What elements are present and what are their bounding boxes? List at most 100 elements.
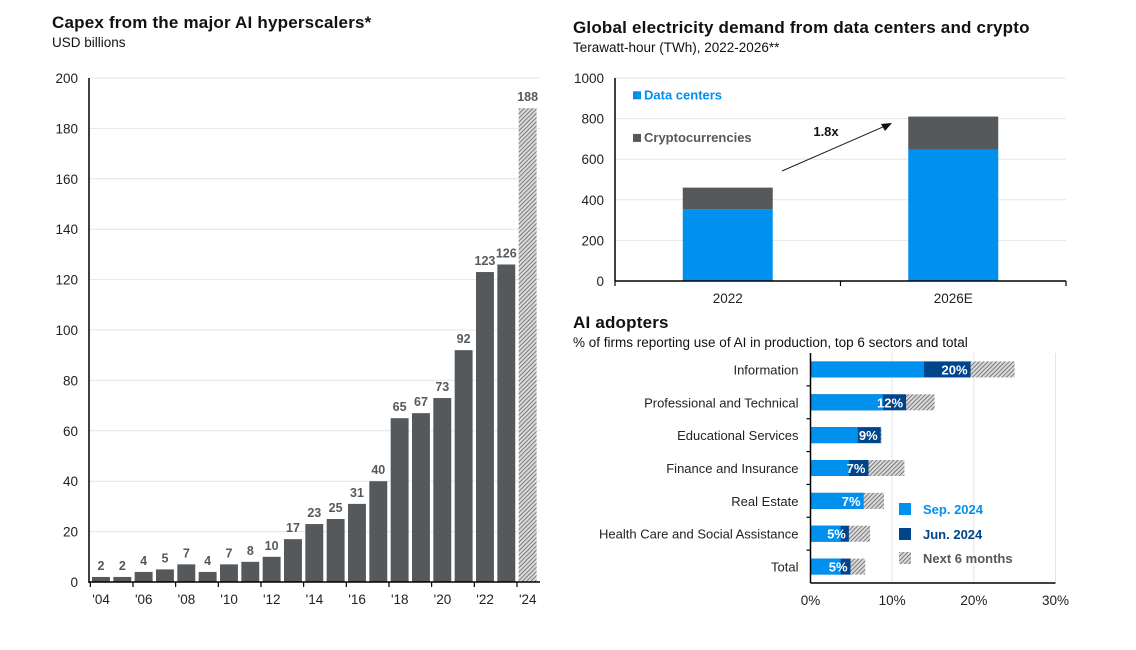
y-tick-label: 0: [70, 575, 78, 590]
electricity-chart-subtitle: Terawatt-hour (TWh), 2022-2026**: [573, 40, 780, 55]
data-label: 2: [97, 559, 104, 573]
data-label: 92: [457, 332, 471, 346]
bar: [198, 571, 217, 582]
legend-swatch-jun-2024: [899, 528, 911, 540]
bar-sep-2024: [810, 525, 841, 542]
category-label: Information: [733, 362, 798, 377]
electricity-chart: 0 200 400 600 800 1000 2022 2026E Data centers Cr…: [574, 71, 1067, 306]
y-tick-label: 140: [55, 222, 78, 237]
data-label: 67: [414, 395, 428, 409]
x-tick-label: '20: [434, 592, 452, 607]
x-tick-label: '12: [263, 592, 281, 607]
growth-arrow-line: [781, 126, 885, 172]
legend-swatch-sep-2024: [899, 503, 911, 515]
legend-label: Data centers: [644, 87, 722, 102]
y-tick-label: 800: [581, 112, 604, 127]
growth-arrow-head-icon: [881, 123, 892, 131]
legend-swatch-data-centers: [633, 91, 641, 100]
legend-swatch-next-6-months: [899, 552, 911, 564]
bar-cryptocurrencies: [682, 187, 773, 210]
bar-estimate: [518, 108, 537, 583]
bar: [390, 418, 409, 582]
bar: [348, 503, 366, 582]
data-label: 5: [161, 551, 168, 565]
bar: [412, 413, 430, 582]
y-tick-label: 200: [55, 71, 78, 86]
data-label: 31: [350, 486, 364, 500]
bar: [262, 556, 281, 582]
data-label: 10: [265, 539, 279, 553]
x-tick-label: 10%: [879, 593, 906, 608]
ai-adopters-chart: 0% 10% 20% 30% 20% Information 12% Professional…: [599, 353, 1069, 608]
data-label: 4: [140, 554, 147, 568]
data-label: 17: [286, 521, 300, 535]
category-label: Professional and Technical: [644, 395, 799, 410]
data-label: 12%: [877, 395, 903, 410]
bar: [284, 539, 302, 582]
bar: [305, 524, 324, 582]
bar: [156, 569, 174, 582]
data-label: 65: [393, 400, 407, 414]
data-label: 7: [183, 546, 190, 560]
y-tick-label: 180: [55, 121, 78, 136]
capex-chart-subtitle: USD billions: [52, 35, 126, 50]
legend-label: Sep. 2024: [923, 502, 984, 517]
data-label: 7: [225, 546, 232, 560]
legend-label: Cryptocurrencies: [644, 130, 752, 145]
data-label: 126: [496, 246, 517, 260]
electricity-chart-title: Global electricity demand from data cent…: [573, 18, 1030, 37]
category-label: Educational Services: [677, 428, 799, 443]
ai-adopters-chart-title: AI adopters: [573, 313, 669, 332]
x-tick-label: 2022: [713, 291, 743, 306]
x-tick-label: '14: [306, 592, 324, 607]
data-label: 7%: [847, 461, 866, 476]
category-label: Real Estate: [731, 494, 798, 509]
bar-cryptocurrencies: [908, 116, 999, 150]
bar-data-centers: [908, 149, 999, 281]
y-tick-label: 60: [63, 424, 78, 439]
category-label: Finance and Insurance: [666, 461, 798, 476]
bar-sep-2024: [810, 558, 841, 575]
x-tick-label: '06: [135, 592, 153, 607]
x-tick-label: 2026E: [934, 291, 973, 306]
y-tick-label: 160: [55, 172, 78, 187]
x-tick-label: 20%: [960, 593, 987, 608]
bar-data-centers: [682, 209, 773, 281]
x-tick-label: 30%: [1042, 593, 1069, 608]
growth-annotation: 1.8x: [813, 124, 839, 139]
x-tick-label: '08: [178, 592, 196, 607]
bar: [454, 350, 473, 582]
y-tick-label: 40: [63, 474, 78, 489]
bar: [369, 481, 388, 582]
legend-swatch-cryptocurrencies: [633, 133, 641, 142]
bar: [241, 561, 260, 582]
data-label: 5%: [827, 527, 846, 542]
ai-adopters-chart-subtitle: % of firms reporting use of AI in produc…: [573, 335, 968, 350]
y-tick-label: 80: [63, 373, 78, 388]
data-label: 123: [475, 254, 496, 268]
x-tick-label: '18: [391, 592, 409, 607]
x-tick-label: '10: [220, 592, 238, 607]
y-tick-label: 120: [55, 273, 78, 288]
data-label: 188: [517, 90, 538, 104]
y-tick-label: 1000: [574, 71, 604, 86]
bar: [326, 519, 345, 582]
bar-sep-2024: [810, 427, 858, 444]
bar: [92, 576, 110, 582]
bar: [433, 398, 452, 582]
capex-chart-title: Capex from the major AI hyperscalers*: [52, 13, 372, 32]
data-label: 7%: [842, 494, 861, 509]
bar-sep-2024: [810, 394, 884, 411]
bar: [134, 571, 153, 582]
bar: [113, 576, 132, 582]
bar: [476, 272, 494, 582]
legend-label: Jun. 2024: [923, 527, 983, 542]
y-tick-label: 400: [581, 193, 604, 208]
data-label: 4: [204, 554, 211, 568]
bar: [177, 564, 196, 582]
data-label: 23: [307, 506, 321, 520]
legend-label: Next 6 months: [923, 551, 1013, 566]
x-tick-label: '16: [348, 592, 366, 607]
